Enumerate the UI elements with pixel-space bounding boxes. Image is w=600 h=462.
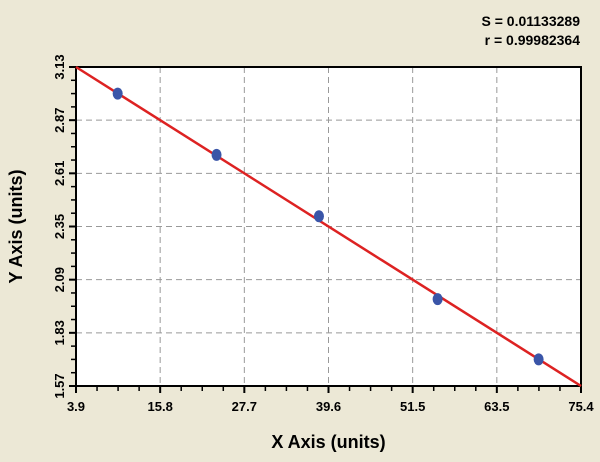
data-point: [211, 148, 222, 161]
data-point: [533, 353, 544, 366]
s-statistic: S = 0.01133289: [481, 13, 581, 29]
data-point: [112, 87, 123, 100]
y-tick-label: 2.35: [52, 214, 67, 239]
y-tick-label: 2.09: [52, 267, 67, 292]
r-statistic: r = 0.99982364: [484, 32, 580, 48]
y-tick-label: 1.83: [52, 320, 67, 345]
x-tick-label: 3.9: [67, 399, 85, 414]
x-tick-label: 51.5: [400, 399, 425, 414]
x-axis-label: X Axis (units): [271, 432, 385, 452]
x-tick-label: 75.4: [568, 399, 594, 414]
y-tick-label: 1.57: [52, 373, 67, 398]
y-tick-label: 3.13: [52, 54, 67, 79]
y-axis-label: Y Axis (units): [6, 169, 26, 283]
x-tick-label: 27.7: [232, 399, 257, 414]
y-tick-label: 2.87: [52, 108, 67, 133]
fit-line: [75, 65, 582, 388]
y-tick-label: 2.61: [52, 161, 67, 186]
data-point: [432, 293, 443, 306]
x-tick-label: 63.5: [484, 399, 509, 414]
x-tick-label: 15.8: [148, 399, 173, 414]
x-tick-label: 39.6: [316, 399, 341, 414]
data-point: [313, 210, 324, 223]
plot-border: [75, 66, 582, 387]
